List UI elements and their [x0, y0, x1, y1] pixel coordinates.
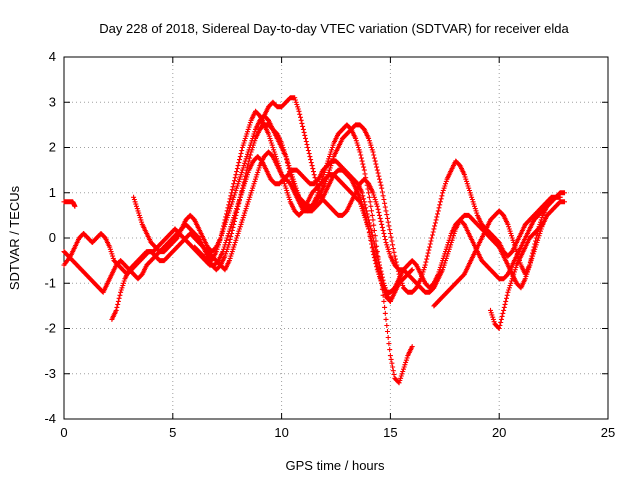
series-markers [109, 122, 415, 386]
y-tick-label: -3 [44, 366, 56, 381]
series-sat-c [109, 122, 415, 386]
y-tick-label: 2 [49, 140, 56, 155]
y-tick-label: -4 [44, 411, 56, 426]
x-tick-label: 15 [383, 425, 397, 440]
series-markers [488, 221, 546, 331]
y-tick-label: 1 [49, 185, 56, 200]
series-sat-i [61, 199, 78, 209]
x-tick-label: 0 [60, 425, 67, 440]
y-axis-label: SDTVAR / TECUs [7, 185, 22, 290]
series-markers [61, 199, 78, 209]
y-tick-label: -2 [44, 321, 56, 336]
chart-title: Day 228 of 2018, Sidereal Day-to-day VTE… [99, 21, 569, 36]
y-tick-label: 3 [49, 94, 56, 109]
series-markers [61, 154, 393, 304]
series-sat-g [431, 194, 563, 309]
data-points [61, 95, 567, 386]
series-sat-h [488, 221, 546, 331]
series-markers [431, 194, 563, 309]
y-tick-label: 4 [49, 49, 56, 64]
x-axis-label: GPS time / hours [286, 458, 385, 473]
series-sat-e [131, 113, 563, 295]
x-tick-label: 10 [274, 425, 288, 440]
x-tick-label: 5 [169, 425, 176, 440]
x-tick-label: 20 [492, 425, 506, 440]
series-markers [131, 113, 563, 295]
series-sat-a [61, 154, 393, 304]
axis-ticks: 0 5 10 15 20 25 -4 -3 -2 -1 0 1 2 3 4 [44, 49, 615, 440]
y-tick-label: -1 [44, 275, 56, 290]
x-tick-label: 25 [601, 425, 615, 440]
y-tick-label: 0 [49, 230, 56, 245]
